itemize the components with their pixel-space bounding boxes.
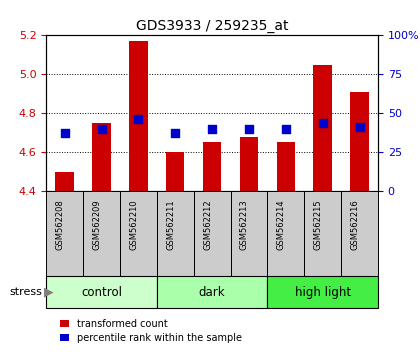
Point — [172, 130, 178, 136]
Bar — [166, 152, 184, 191]
Point — [209, 126, 215, 132]
Bar — [83, 191, 120, 276]
Text: GSM562210: GSM562210 — [129, 200, 138, 250]
Text: GSM562208: GSM562208 — [55, 200, 65, 250]
Bar — [120, 191, 157, 276]
Bar — [313, 65, 332, 191]
Bar — [157, 191, 194, 276]
Bar — [129, 41, 147, 191]
Point — [283, 126, 289, 132]
Text: dark: dark — [199, 286, 226, 298]
Bar — [268, 276, 378, 308]
Bar — [203, 143, 221, 191]
Point — [319, 120, 326, 126]
Bar — [277, 143, 295, 191]
Text: GSM562214: GSM562214 — [277, 200, 286, 250]
Text: GSM562212: GSM562212 — [203, 200, 212, 250]
Point — [356, 124, 363, 130]
Bar — [231, 191, 268, 276]
Text: control: control — [81, 286, 122, 298]
Text: GSM562211: GSM562211 — [166, 200, 175, 250]
Bar — [157, 276, 268, 308]
Bar — [268, 191, 304, 276]
Bar — [46, 191, 83, 276]
Legend: transformed count, percentile rank within the sample: transformed count, percentile rank withi… — [60, 319, 242, 343]
Text: GSM562216: GSM562216 — [351, 200, 360, 250]
Point — [135, 116, 142, 122]
Bar — [350, 92, 369, 191]
Text: GSM562209: GSM562209 — [92, 200, 102, 250]
Bar — [341, 191, 378, 276]
Bar — [92, 123, 111, 191]
Text: stress: stress — [9, 287, 42, 297]
Point — [98, 126, 105, 132]
Text: GSM562213: GSM562213 — [240, 200, 249, 250]
Point — [246, 126, 252, 132]
Bar — [55, 172, 74, 191]
Bar — [194, 191, 231, 276]
Text: GSM562215: GSM562215 — [314, 200, 323, 250]
Title: GDS3933 / 259235_at: GDS3933 / 259235_at — [136, 19, 289, 33]
Point — [61, 130, 68, 136]
Text: high light: high light — [295, 286, 351, 298]
Bar — [304, 191, 341, 276]
Bar — [240, 137, 258, 191]
Bar — [46, 276, 157, 308]
Text: ▶: ▶ — [44, 286, 54, 298]
